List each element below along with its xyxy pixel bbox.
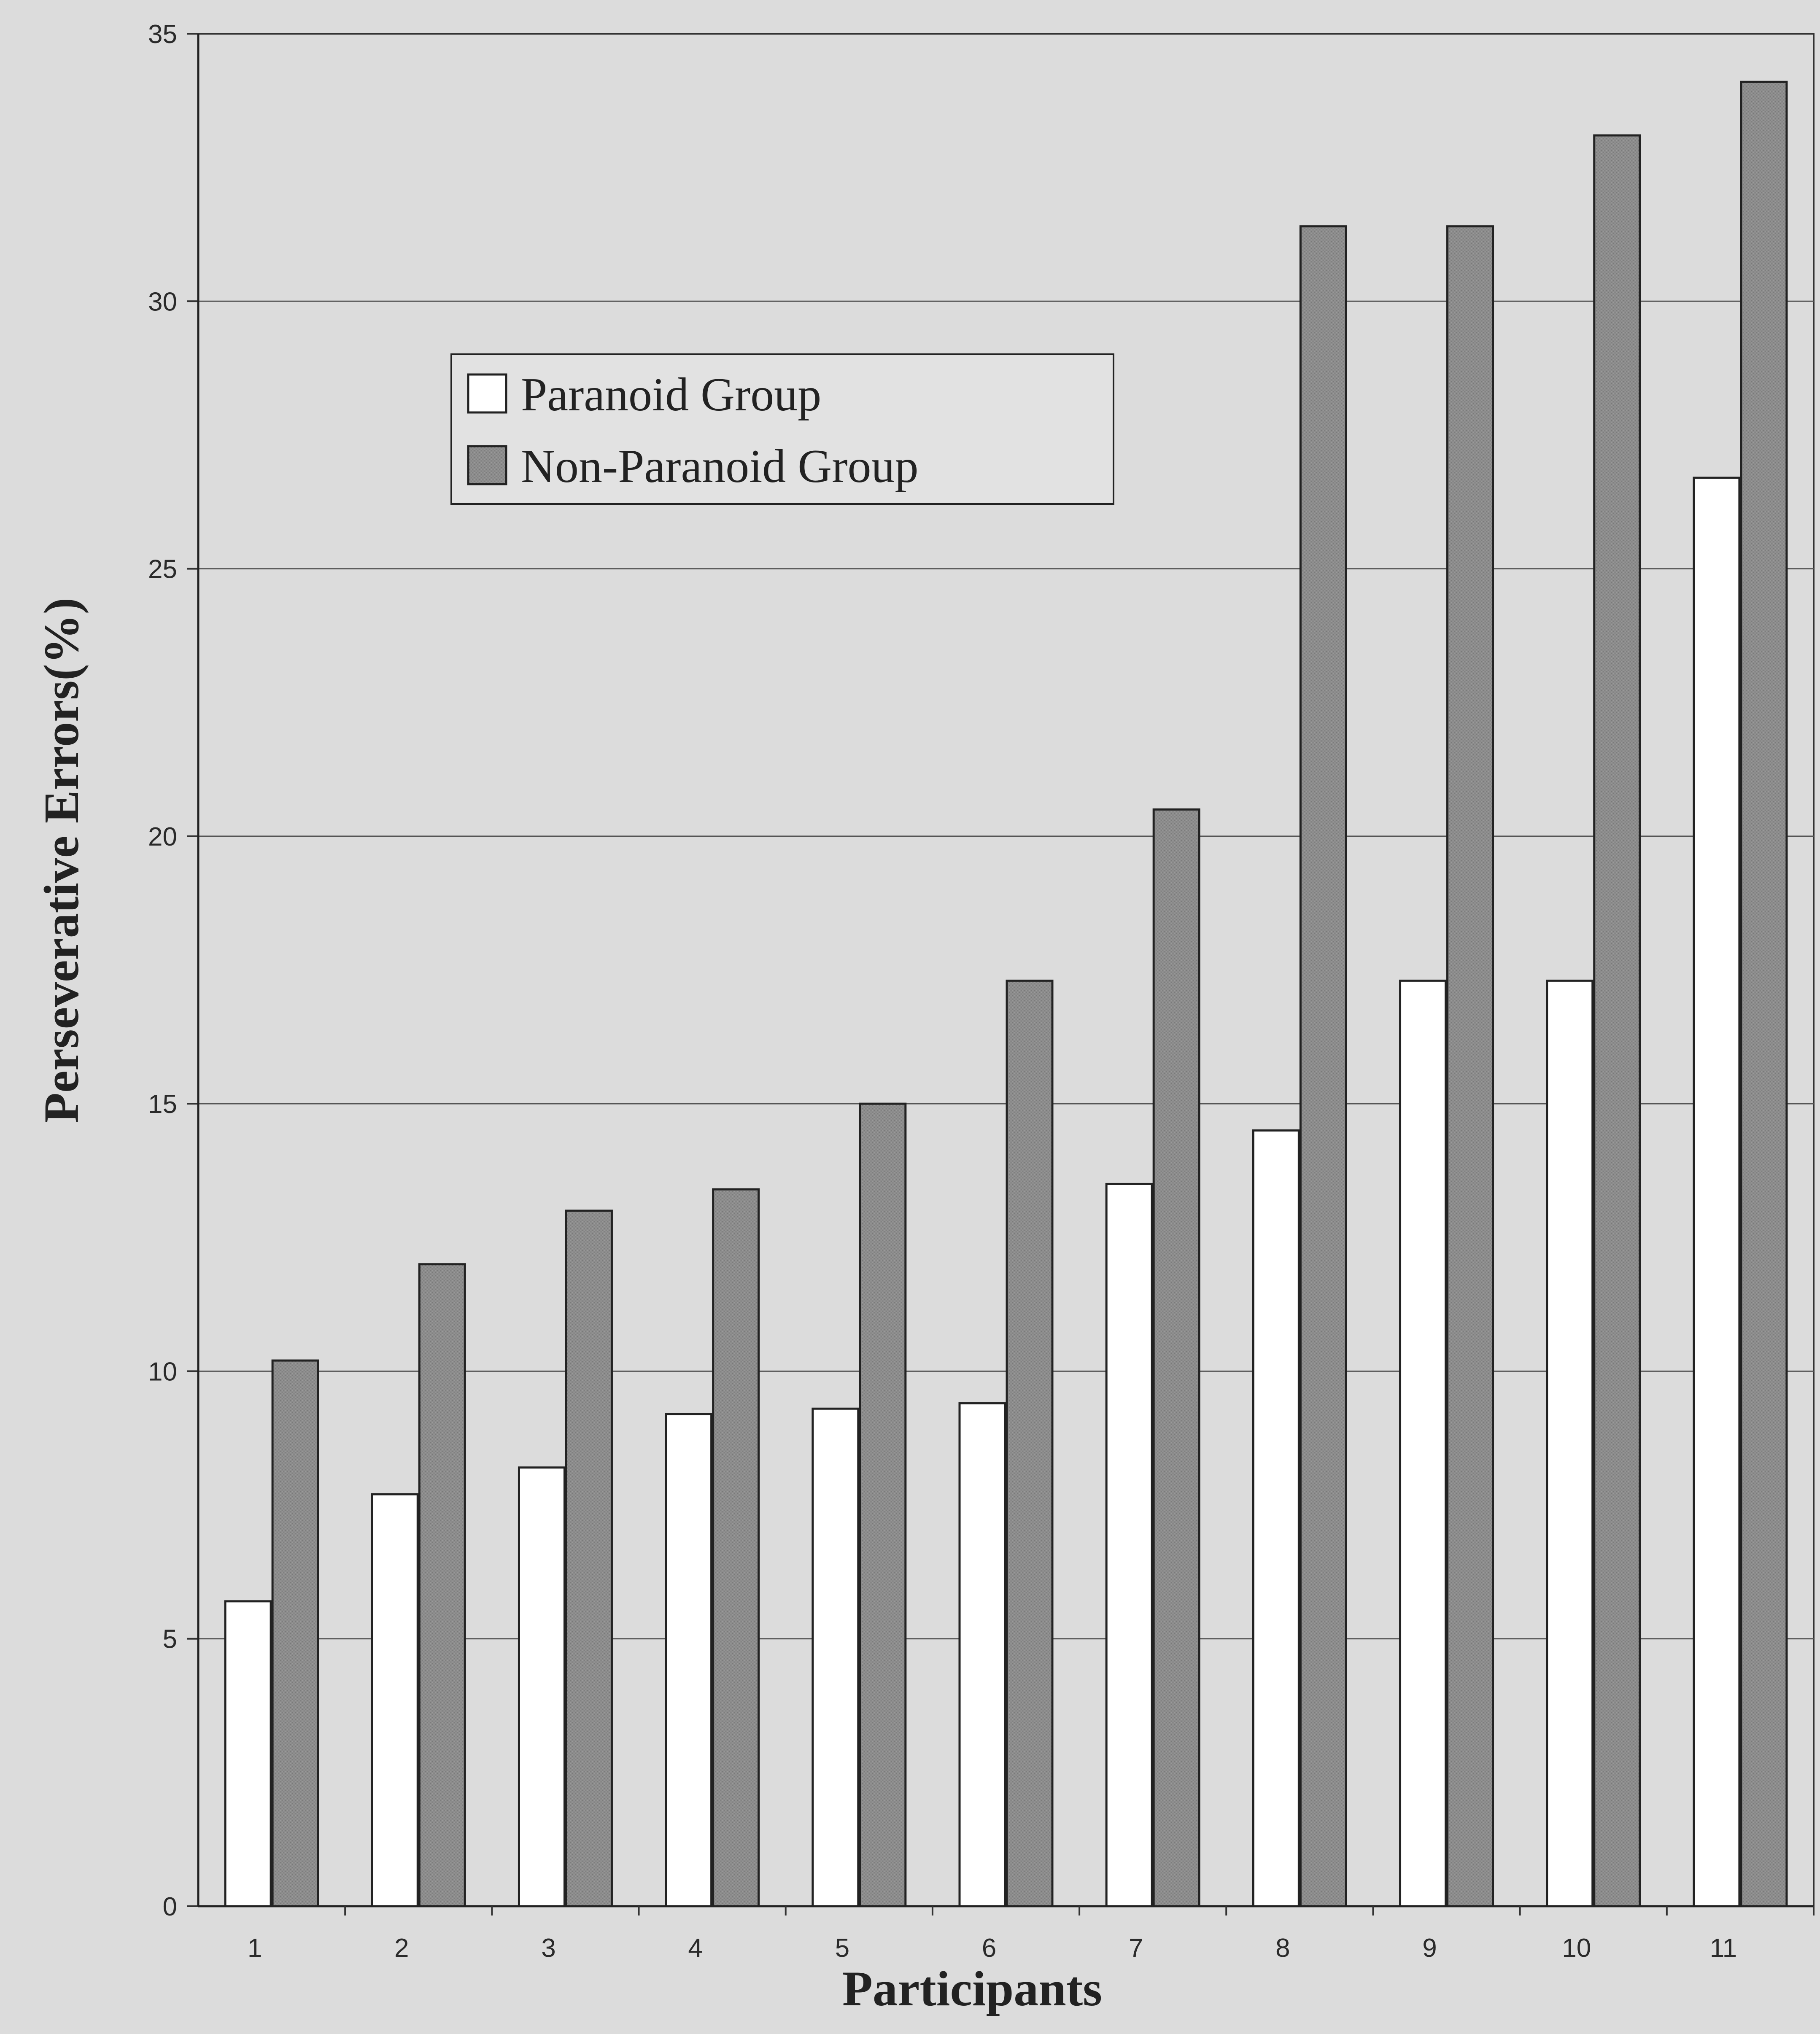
- axes: [187, 33, 1815, 1915]
- bar-non-paranoid: [712, 1188, 760, 1907]
- bar-non-paranoid: [565, 1210, 613, 1907]
- bars: [224, 81, 1788, 1907]
- y-tick-label: 25: [148, 555, 177, 584]
- x-tick-label: 8: [1275, 1934, 1290, 1963]
- bar-paranoid: [1693, 477, 1741, 1907]
- y-tick-label: 10: [148, 1357, 177, 1386]
- x-tick-label: 6: [982, 1934, 996, 1963]
- legend-label-paranoid: Paranoid Group: [521, 369, 821, 421]
- bar-non-paranoid: [1299, 225, 1347, 1907]
- bar-paranoid: [1105, 1183, 1153, 1907]
- x-tick-label: 10: [1562, 1934, 1591, 1963]
- y-tick-label: 15: [148, 1090, 177, 1119]
- x-tick-label: 3: [541, 1934, 555, 1963]
- y-axis-title: Perseverative Errors(%): [34, 598, 89, 1123]
- bar-non-paranoid: [418, 1263, 466, 1907]
- y-tick-label: 0: [163, 1892, 177, 1921]
- bar-non-paranoid: [1740, 81, 1788, 1907]
- bar-paranoid: [371, 1493, 419, 1907]
- bar-paranoid: [1546, 979, 1594, 1907]
- x-tick-label: 2: [394, 1934, 409, 1963]
- bar-non-paranoid: [271, 1359, 319, 1907]
- x-axis-title: Participants: [842, 1961, 1102, 2016]
- legend-swatch-non-paranoid: [467, 445, 507, 485]
- tick-labels: 0 5 10 15 20 25 30 35 1 2 3 4 5 6 7 8 9 10 11: [148, 20, 1737, 1963]
- bar-paranoid: [958, 1402, 1006, 1907]
- bar-non-paranoid: [1446, 225, 1494, 1907]
- legend-swatch-paranoid: [467, 373, 507, 414]
- bar-non-paranoid: [859, 1102, 907, 1907]
- legend-label-non-paranoid: Non-Paranoid Group: [521, 440, 918, 493]
- bar-paranoid: [1399, 979, 1447, 1907]
- bar-paranoid: [224, 1600, 272, 1907]
- bar-non-paranoid: [1006, 979, 1054, 1907]
- x-tick-label: 1: [248, 1934, 262, 1963]
- bar-paranoid: [518, 1466, 566, 1907]
- x-tick-label: 7: [1129, 1934, 1143, 1963]
- y-tick-label: 20: [148, 822, 177, 851]
- y-tick-label: 30: [148, 287, 177, 316]
- bar-paranoid: [1252, 1129, 1300, 1907]
- y-tick-label: 35: [148, 20, 177, 49]
- y-tick-label: 5: [163, 1625, 177, 1654]
- bar-non-paranoid: [1593, 134, 1641, 1907]
- x-tick-label: 5: [835, 1934, 849, 1963]
- x-tick-label: 4: [688, 1934, 702, 1963]
- legend: Paranoid Group Non-Paranoid Group: [450, 353, 1114, 505]
- bar-non-paranoid: [1152, 808, 1200, 1907]
- x-tick-label: 9: [1422, 1934, 1437, 1963]
- bar-paranoid: [812, 1407, 860, 1907]
- x-tick-label: 11: [1710, 1934, 1737, 1963]
- legend-box: [450, 353, 1114, 505]
- bar-paranoid: [665, 1413, 713, 1907]
